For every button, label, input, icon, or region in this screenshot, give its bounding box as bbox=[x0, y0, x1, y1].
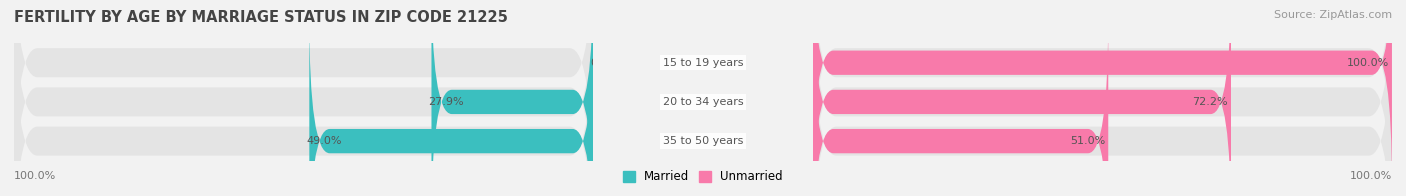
Text: 27.9%: 27.9% bbox=[429, 97, 464, 107]
Text: 72.2%: 72.2% bbox=[1192, 97, 1227, 107]
Text: FERTILITY BY AGE BY MARRIAGE STATUS IN ZIP CODE 21225: FERTILITY BY AGE BY MARRIAGE STATUS IN Z… bbox=[14, 10, 508, 25]
FancyBboxPatch shape bbox=[813, 0, 1392, 196]
Text: 35 to 50 years: 35 to 50 years bbox=[662, 136, 744, 146]
FancyBboxPatch shape bbox=[813, 16, 1108, 196]
FancyBboxPatch shape bbox=[309, 16, 593, 196]
Text: 100.0%: 100.0% bbox=[1347, 58, 1389, 68]
FancyBboxPatch shape bbox=[813, 0, 1232, 196]
Text: 100.0%: 100.0% bbox=[14, 171, 56, 181]
FancyBboxPatch shape bbox=[14, 0, 593, 196]
FancyBboxPatch shape bbox=[432, 0, 593, 196]
FancyBboxPatch shape bbox=[813, 0, 1392, 196]
FancyBboxPatch shape bbox=[813, 0, 1392, 188]
Text: 49.0%: 49.0% bbox=[307, 136, 342, 146]
FancyBboxPatch shape bbox=[14, 0, 593, 196]
Text: 51.0%: 51.0% bbox=[1070, 136, 1105, 146]
Text: 0.0%: 0.0% bbox=[591, 58, 619, 68]
Text: 15 to 19 years: 15 to 19 years bbox=[662, 58, 744, 68]
FancyBboxPatch shape bbox=[813, 0, 1392, 196]
Text: Source: ZipAtlas.com: Source: ZipAtlas.com bbox=[1274, 10, 1392, 20]
Legend: Married, Unmarried: Married, Unmarried bbox=[619, 166, 787, 188]
FancyBboxPatch shape bbox=[14, 0, 593, 196]
Text: 20 to 34 years: 20 to 34 years bbox=[662, 97, 744, 107]
Text: 100.0%: 100.0% bbox=[1350, 171, 1392, 181]
